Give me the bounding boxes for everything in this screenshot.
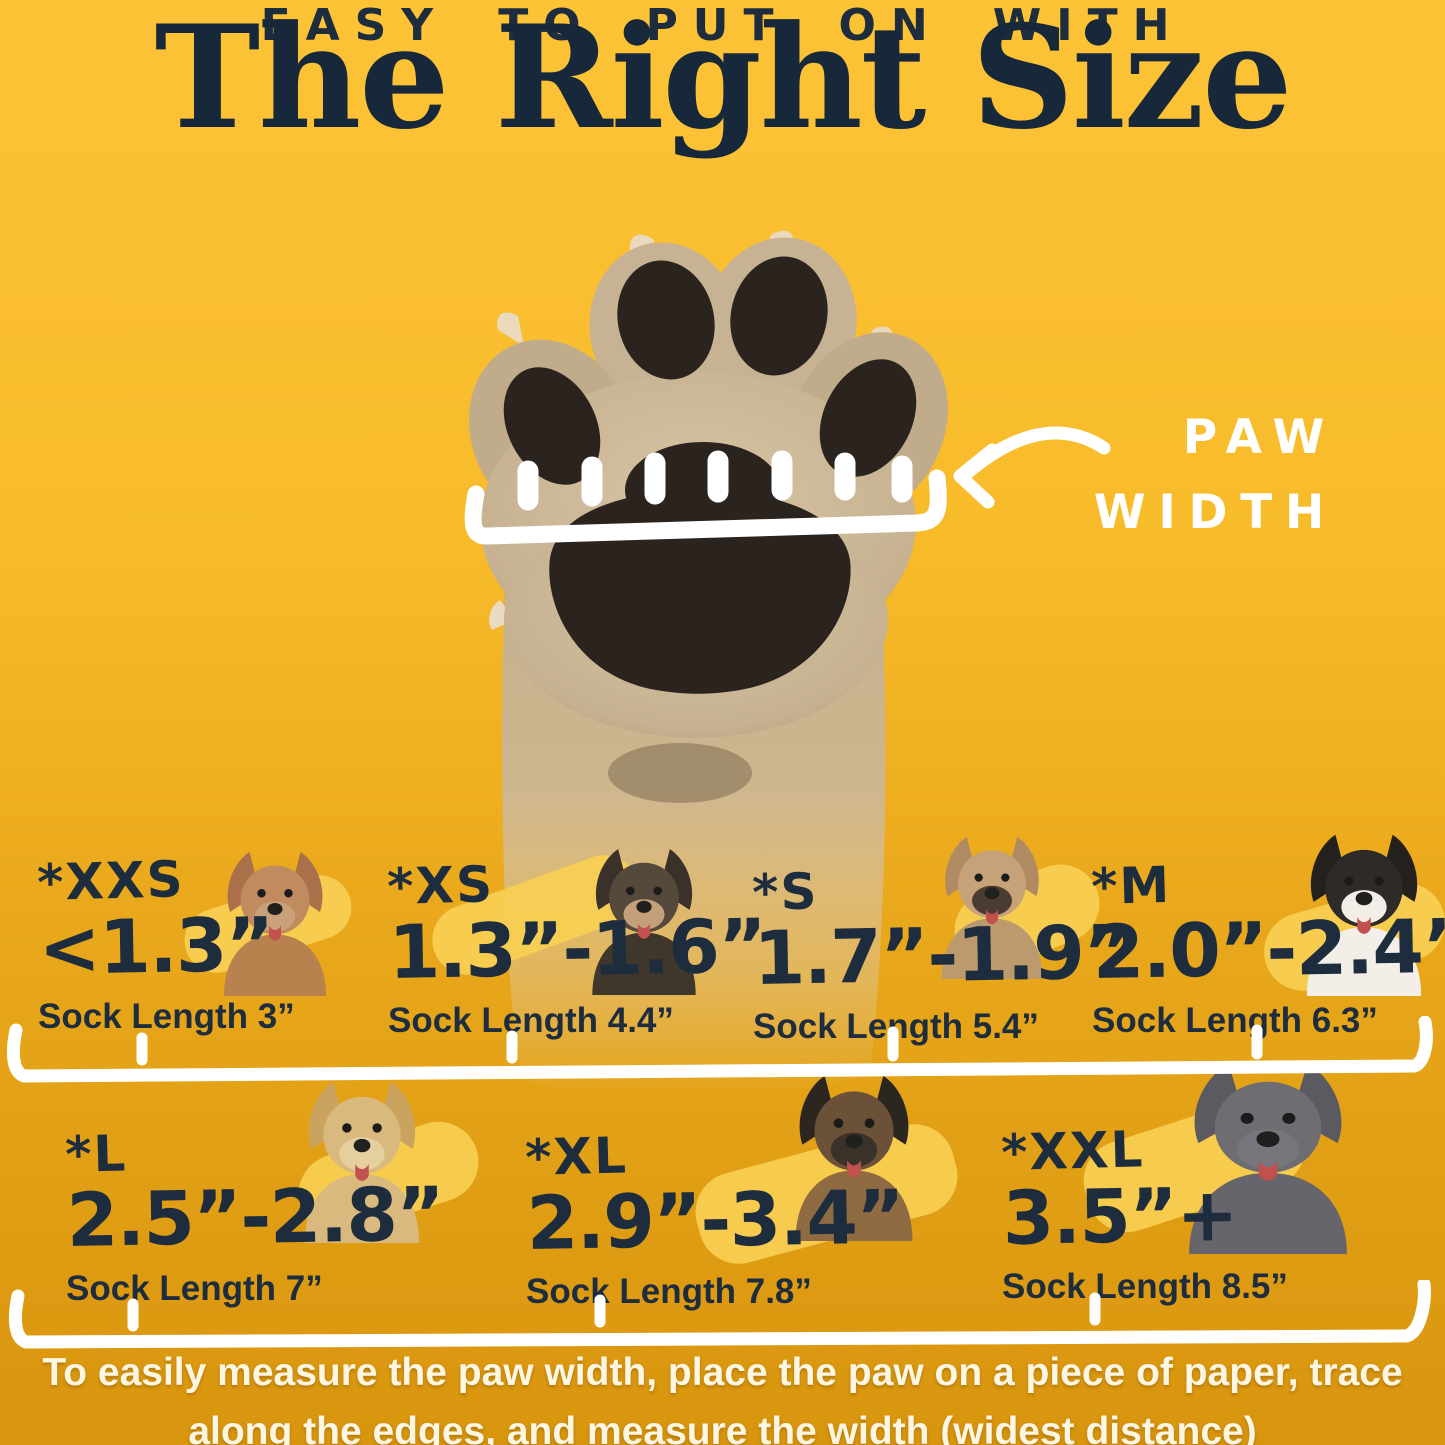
paw-width-range: 3.5”+ (1001, 1171, 1238, 1262)
size-column-xl: *XL 2.9”-3.4” Sock Length 7.8” (525, 1126, 905, 1312)
size-bracket-bottom (8, 1280, 1431, 1349)
size-column-m: *M 2.0”-2.4” Sock Length 6.3” (1091, 856, 1445, 1041)
footer-line2: along the edges, and measure the width (… (188, 1409, 1257, 1445)
paw-width-line2: WIDTH (1093, 485, 1337, 541)
sock-length: Sock Length 7” (66, 1269, 323, 1309)
size-label: *S (751, 862, 820, 922)
size-label: *XXS (36, 850, 186, 912)
paw-width-range: 1.3”-1.6” (387, 903, 767, 996)
size-column-xxs: *XXS <1.3” Sock Length 3” (37, 850, 295, 1037)
dog-paw-photo (464, 230, 948, 1097)
size-label: *XS (386, 855, 495, 916)
paw-width-range: 2.9”-3.4” (525, 1174, 905, 1267)
footer-line1: To easily measure the paw width, place t… (42, 1351, 1403, 1394)
sock-length: Sock Length 8.5” (1002, 1267, 1288, 1307)
paw-width-line1: PAW (1182, 410, 1337, 465)
measure-dashes (517, 450, 913, 511)
sock-length: Sock Length 7.8” (526, 1272, 812, 1312)
paw-width-measure-line (464, 450, 947, 545)
sock-length: Sock Length 4.4” (388, 1001, 674, 1041)
size-column-l: *L 2.5”-2.8” Sock Length 7” (65, 1124, 445, 1309)
paw-width-range: 2.5”-2.8” (65, 1171, 445, 1264)
size-label: *XXL (1000, 1120, 1146, 1182)
size-label: *XL (524, 1126, 629, 1187)
sock-length: Sock Length 6.3” (1092, 1001, 1378, 1041)
size-bracket-top (6, 1016, 1433, 1083)
paw-width-range: <1.3” (37, 901, 274, 992)
paw-width-range: 1.7”-1.9” (752, 909, 1132, 1002)
paw-width-label: PAW WIDTH (1094, 400, 1337, 550)
size-label: *L (64, 1124, 129, 1184)
page-title: The Right Size (154, 0, 1293, 161)
header-kicker: EASY TO PUT ON WITH (260, 0, 1185, 51)
paw-width-range: 2.0”-2.4” (1091, 903, 1445, 996)
size-label: *M (1090, 855, 1172, 916)
footer-instructions: To easily measure the paw width, place t… (0, 1344, 1445, 1445)
size-column-xxl: *XXL 3.5”+ Sock Length 8.5” (1001, 1120, 1288, 1307)
size-column-xs: *XS 1.3”-1.6” Sock Length 4.4” (387, 855, 767, 1041)
sock-length: Sock Length 3” (38, 997, 295, 1037)
paw-width-arrow-icon (953, 426, 1111, 509)
